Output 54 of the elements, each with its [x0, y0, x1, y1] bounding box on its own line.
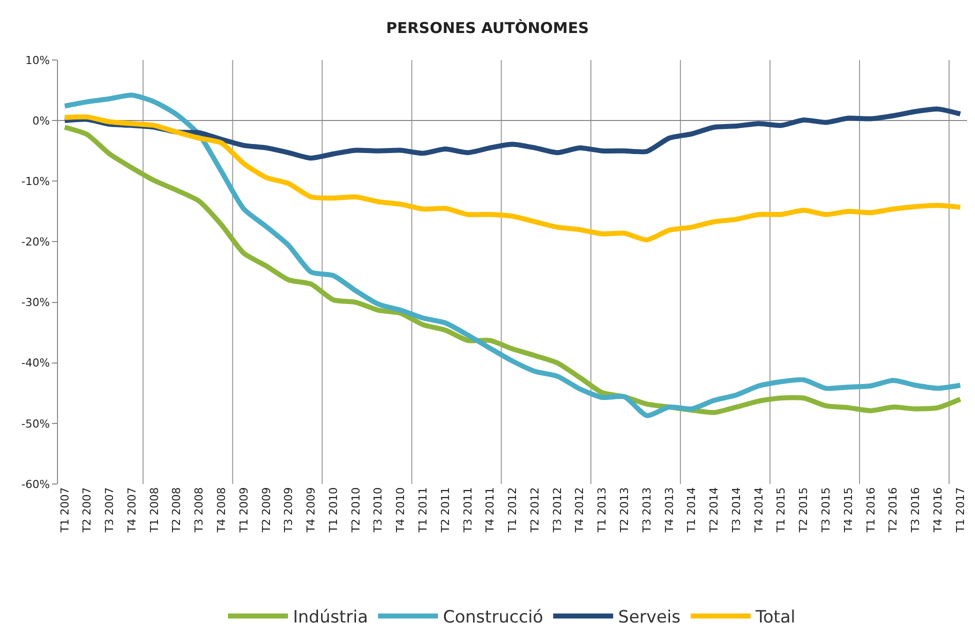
x-tick-label: T3 2015: [820, 487, 833, 534]
x-tick-label: T4 2012: [573, 487, 586, 534]
x-tick-label: T3 2012: [550, 487, 564, 534]
y-tick-label: -10%: [21, 174, 50, 188]
x-tick-label: T4 2016: [931, 487, 944, 534]
x-tick-label: T4 2013: [662, 487, 676, 534]
x-tick-label: T2 2008: [170, 487, 184, 534]
x-tick-label: T1 2007: [58, 487, 72, 534]
x-tick-label: T2 2009: [260, 487, 273, 534]
x-tick-label: T2 2015: [797, 487, 810, 534]
chart-title: PERSONES AUTÒNOMES: [386, 18, 589, 37]
x-tick-label: T1 2017: [954, 487, 967, 534]
x-tick-label: T1 2011: [416, 487, 430, 534]
x-tick-label: T1 2009: [237, 487, 250, 534]
x-tick-label: T4 2011: [484, 487, 497, 534]
y-tick-label: -30%: [21, 296, 50, 310]
y-tick-label: -50%: [21, 417, 50, 430]
x-tick-label: T2 2011: [438, 487, 452, 534]
x-tick-label: T3 2010: [372, 487, 385, 534]
x-tick-label: T3 2016: [909, 487, 922, 534]
x-tick-label: T4 2015: [842, 487, 855, 534]
x-tick-label: T1 2012: [506, 487, 520, 534]
y-tick-label: -60%: [21, 478, 50, 491]
y-tick-label: 0%: [32, 114, 50, 128]
x-tick-label: T4 2014: [752, 487, 766, 534]
legend-label: Indústria: [293, 608, 368, 628]
x-tick-label: T1 2010: [326, 487, 340, 534]
x-tick-label: T4 2009: [304, 487, 318, 534]
x-tick-label: T2 2010: [349, 487, 362, 534]
legend-label: Serveis: [618, 608, 681, 628]
x-tick-label: T4 2010: [394, 487, 408, 534]
y-tick-label: -40%: [21, 356, 50, 370]
x-tick-label: T2 2014: [708, 487, 721, 534]
x-tick-label: T4 2007: [125, 487, 138, 534]
x-tick-label: T1 2016: [864, 487, 878, 534]
x-tick-label: T1 2015: [774, 487, 788, 534]
x-tick-label: T3 2014: [730, 487, 743, 534]
x-tick-label: T3 2007: [103, 487, 116, 534]
x-tick-label: T2 2012: [528, 487, 542, 534]
y-tick-label: 10%: [25, 54, 50, 67]
x-tick-label: T4 2008: [215, 487, 228, 534]
x-tick-label: T3 2008: [192, 487, 206, 534]
x-tick-label: T1 2014: [685, 487, 698, 534]
x-tick-label: T3 2011: [461, 487, 474, 534]
legend-label: Total: [754, 608, 796, 628]
legend-label: Construcció: [443, 608, 544, 628]
x-tick-label: T3 2013: [640, 487, 654, 534]
x-tick-label: T2 2016: [886, 487, 900, 534]
y-tick-label: -20%: [21, 236, 50, 249]
x-tick-label: T1 2008: [148, 487, 161, 534]
x-tick-label: T1 2013: [596, 487, 609, 534]
x-tick-label: T3 2009: [282, 487, 296, 534]
x-tick-label: T2 2013: [618, 487, 632, 534]
x-tick-label: T2 2007: [80, 487, 94, 534]
